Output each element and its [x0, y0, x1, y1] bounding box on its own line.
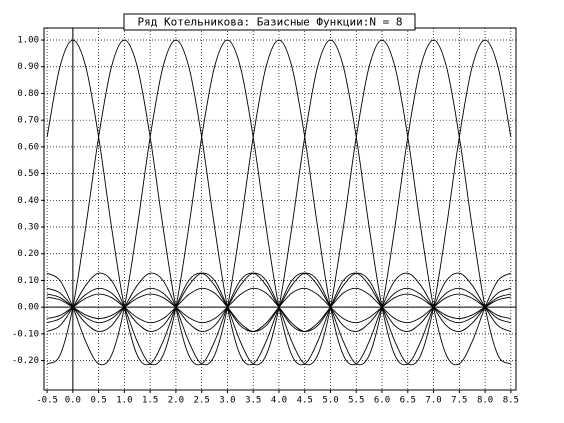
x-tick-label: 5.0 — [322, 396, 338, 406]
x-tick-label: 7.5 — [451, 396, 467, 406]
x-tick-label: 2.0 — [168, 396, 184, 406]
x-tick-label: 6.0 — [374, 396, 390, 406]
x-tick-label: 2.5 — [194, 396, 210, 406]
x-tick-label: 8.5 — [503, 396, 519, 406]
y-tick-label: 1.00 — [17, 36, 39, 46]
y-tick-label: 0.20 — [17, 249, 39, 259]
title-box — [123, 13, 416, 31]
y-tick-label: 0.60 — [17, 142, 39, 152]
x-tick-label: 1.5 — [142, 396, 158, 406]
y-tick-label: 0.00 — [17, 303, 39, 313]
y-tick-label: 0.50 — [17, 169, 39, 179]
x-tick-label: 1.0 — [116, 396, 132, 406]
y-tick-label: 0.70 — [17, 116, 39, 126]
x-tick-label: -0.5 — [36, 396, 58, 406]
y-tick-label: 0.10 — [17, 276, 39, 286]
x-tick-label: 6.5 — [400, 396, 416, 406]
y-tick-label: 0.40 — [17, 196, 39, 206]
x-tick-label: 7.0 — [425, 396, 441, 406]
series-line — [46, 39, 511, 366]
x-tick-label: 4.5 — [297, 396, 313, 406]
y-tick-label: -0.20 — [12, 356, 39, 366]
y-tick-label: 0.80 — [17, 89, 39, 99]
y-tick-label: 0.30 — [17, 223, 39, 233]
series-line — [46, 39, 512, 366]
x-tick-label: 0.5 — [90, 396, 106, 406]
series-line — [46, 39, 512, 366]
chart-title: Ряд Котельникова: Базисные Функции:N = 8 — [138, 16, 403, 29]
x-tick-label: 8.0 — [477, 396, 493, 406]
y-tick-label: 0.90 — [17, 62, 39, 72]
y-tick-label: -0.10 — [12, 329, 39, 339]
x-tick-label: 3.5 — [245, 396, 261, 406]
x-tick-label: 0.0 — [65, 396, 81, 406]
series-line — [46, 39, 512, 366]
x-tick-label: 3.0 — [219, 396, 235, 406]
plot-frame — [43, 27, 517, 391]
x-tick-label: 5.5 — [348, 396, 364, 406]
x-tick-label: 4.0 — [271, 396, 287, 406]
